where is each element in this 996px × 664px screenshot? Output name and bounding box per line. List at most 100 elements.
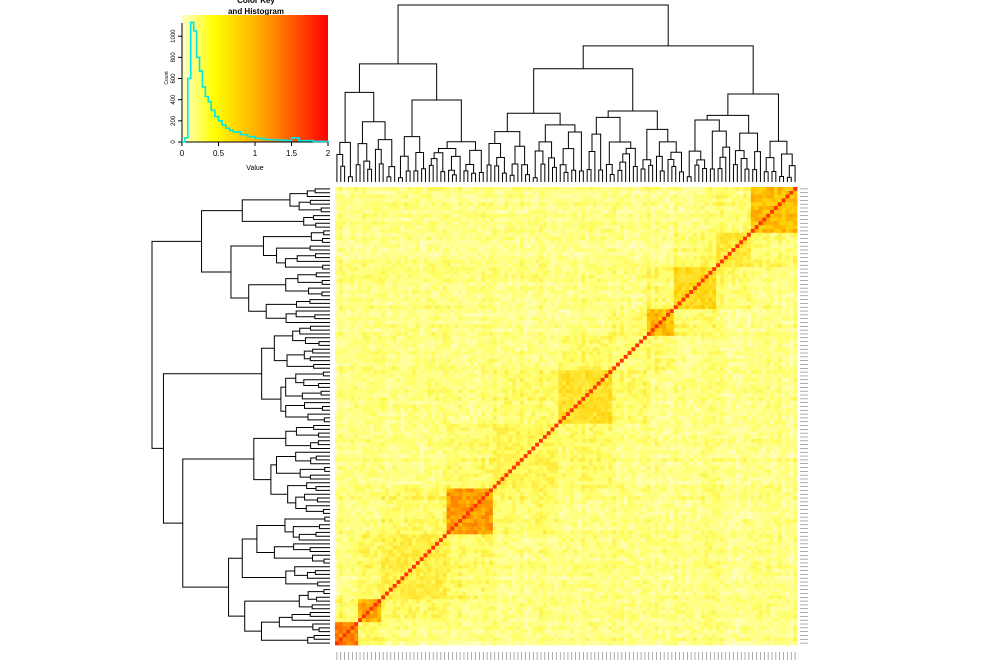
heatmap-cell — [654, 305, 659, 310]
heatmap-cell — [469, 217, 474, 222]
heatmap-cell — [415, 190, 421, 196]
heatmap-cell — [465, 232, 471, 238]
heatmap-cell — [527, 316, 532, 321]
heatmap-cell — [450, 198, 455, 203]
heatmap-cell — [646, 305, 652, 310]
heatmap-cell — [627, 282, 632, 287]
heatmap-cell — [419, 290, 424, 295]
heatmap-cell — [693, 316, 698, 321]
heatmap-cell — [577, 332, 582, 337]
heatmap-cell — [481, 270, 486, 276]
dendrogram-branch — [318, 341, 330, 346]
heatmap-cell — [643, 290, 648, 295]
heatmap-cell — [365, 286, 371, 291]
heatmap-cell — [361, 244, 367, 249]
heatmap-cell — [438, 221, 444, 226]
heatmap-cell — [600, 316, 605, 321]
heatmap-cell — [350, 251, 355, 257]
heatmap-cell — [400, 332, 405, 337]
heatmap-cell — [338, 255, 344, 260]
heatmap-cell — [519, 274, 525, 279]
heatmap-cell — [704, 209, 709, 215]
heatmap-cell — [385, 248, 390, 253]
heatmap-cell — [785, 251, 790, 257]
heatmap-cell — [635, 263, 640, 268]
heatmap-cell — [631, 320, 636, 325]
heatmap-cell — [720, 297, 725, 302]
heatmap-cell — [412, 286, 417, 291]
heatmap-cell — [442, 286, 448, 291]
heatmap-cell — [350, 278, 355, 283]
heatmap-cell — [720, 324, 725, 329]
heatmap-cell — [558, 202, 563, 207]
heatmap-cell — [346, 332, 351, 337]
heatmap-cell — [789, 194, 794, 199]
heatmap-cell — [773, 274, 779, 279]
heatmap-cell — [708, 263, 713, 268]
heatmap-cell — [408, 187, 413, 192]
heatmap-cell — [458, 324, 463, 329]
heatmap-cell — [365, 194, 371, 199]
heatmap-cell — [365, 221, 371, 226]
heatmap-cell — [666, 194, 671, 199]
heatmap-cell — [500, 282, 505, 287]
heatmap-cell — [739, 312, 744, 318]
heatmap-cell — [531, 190, 536, 196]
heatmap-cell — [723, 274, 729, 279]
heatmap-cell — [539, 324, 544, 329]
heatmap-cell — [388, 198, 394, 203]
heatmap-cell — [500, 232, 505, 238]
heatmap-cell — [500, 190, 505, 196]
heatmap-cell — [415, 221, 421, 226]
heatmap-cell — [762, 332, 767, 337]
heatmap-cell — [431, 213, 436, 218]
heatmap-cell — [708, 274, 713, 279]
heatmap-cell — [454, 290, 459, 295]
heatmap-cell — [716, 312, 721, 318]
heatmap-cell — [781, 217, 786, 222]
heatmap-cell — [385, 320, 390, 325]
heatmap-cell — [335, 267, 340, 272]
heatmap-cell — [566, 316, 571, 321]
heatmap-cell — [666, 324, 671, 329]
heatmap-cell — [685, 244, 690, 249]
heatmap-cell — [581, 320, 586, 325]
heatmap-cell — [666, 316, 671, 321]
heatmap-cell — [700, 316, 705, 321]
heatmap-cell — [789, 312, 794, 318]
heatmap-cell — [465, 187, 471, 192]
heatmap-cell — [762, 251, 767, 257]
heatmap-cell — [415, 202, 421, 207]
heatmap-cell — [596, 267, 602, 272]
heatmap-cell — [377, 274, 382, 279]
heatmap-cell — [454, 282, 459, 287]
heatmap-cell — [612, 267, 617, 272]
heatmap-cell — [754, 290, 759, 295]
heatmap-cell — [388, 251, 394, 257]
heatmap-cell — [450, 255, 455, 260]
heatmap-cell — [777, 324, 782, 329]
heatmap-cell — [616, 282, 621, 287]
dendrogram-branch — [415, 151, 425, 171]
heatmap-cell — [431, 202, 436, 207]
heatmap-cell — [492, 255, 498, 260]
heatmap-cell — [539, 301, 544, 306]
heatmap-cell — [504, 190, 509, 196]
heatmap-cell — [454, 312, 459, 318]
heatmap-cell — [746, 305, 752, 310]
dendrogram-branch — [318, 432, 330, 438]
heatmap-cell — [508, 274, 513, 279]
heatmap-cell — [512, 290, 517, 295]
heatmap-cell — [585, 232, 590, 238]
heatmap-cell — [554, 332, 559, 337]
heatmap-cell — [727, 332, 732, 337]
heatmap-cell — [412, 263, 417, 268]
heatmap-cell — [746, 221, 752, 226]
heatmap-cell — [604, 309, 609, 314]
heatmap-cell — [627, 278, 632, 283]
heatmap-cell — [623, 244, 628, 249]
heatmap-cell — [770, 270, 775, 276]
heatmap-cell — [658, 209, 663, 215]
heatmap-cell — [612, 320, 617, 325]
heatmap-cell — [350, 286, 355, 291]
